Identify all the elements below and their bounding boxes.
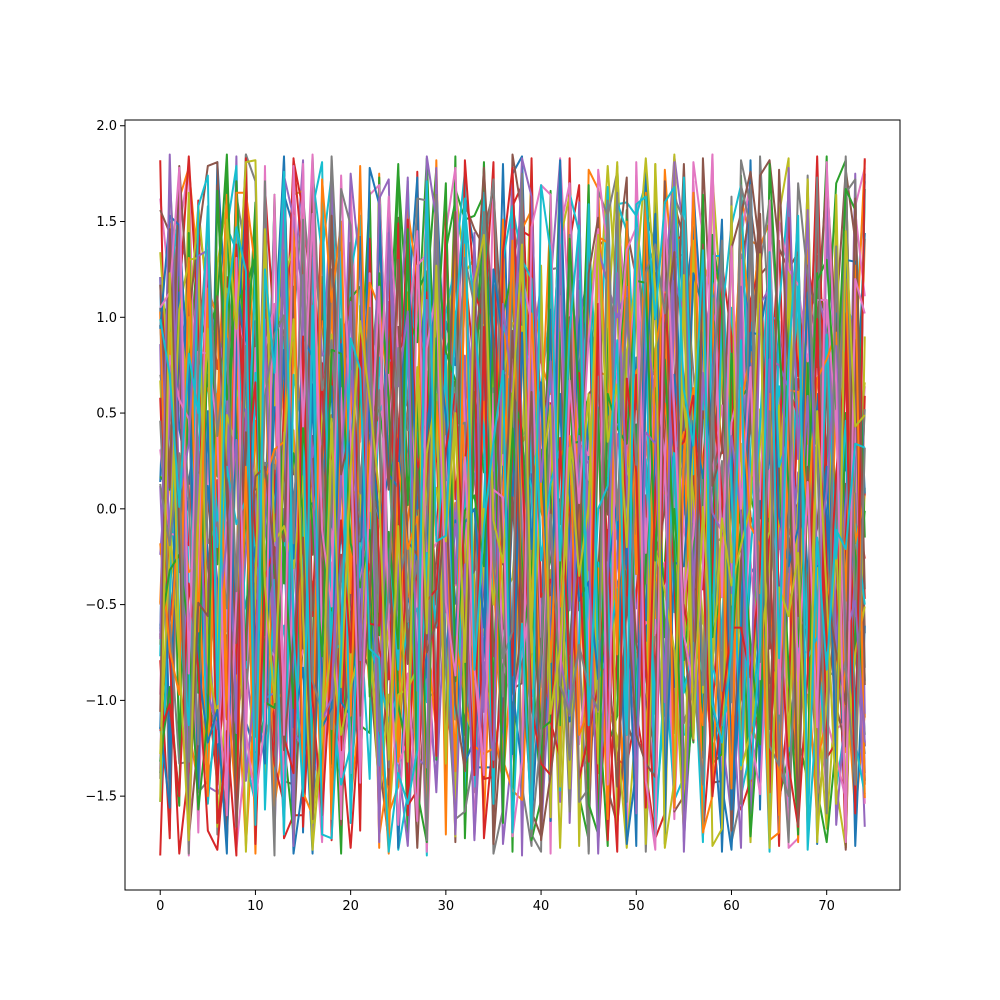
y-tick-label: 0.5 [96,407,117,422]
y-tick-label: 2.0 [96,119,117,134]
x-tick-label: 30 [438,899,455,914]
series-line-50 [159,170,866,853]
series-line-35 [159,166,866,849]
y-tick-label: −0.5 [85,598,117,613]
y-axis: −1.5 −1.0 −0.5 0.0 0.5 1.0 1.5 2.0 [85,119,125,805]
x-tick-label: 20 [342,899,359,914]
x-tick-label: 50 [628,899,645,914]
y-tick-label: −1.0 [85,694,117,709]
series-line-48 [159,172,866,855]
y-tick-label: 1.5 [96,215,117,230]
y-tick-label: −1.5 [85,790,117,805]
series-layer [159,153,866,857]
x-tick-label: 0 [156,899,164,914]
series-line-47 [159,153,866,851]
x-tick-label: 40 [533,899,550,914]
y-tick-label: 0.0 [96,502,117,517]
series-line-49 [159,157,866,851]
x-axis: 0 10 20 30 40 50 60 70 [156,890,835,914]
x-tick-label: 70 [818,899,835,914]
x-tick-label: 10 [247,899,264,914]
x-tick-label: 60 [723,899,740,914]
y-tick-label: 1.0 [96,311,117,326]
plot-frame [124,119,901,891]
series-line-41 [159,155,866,855]
